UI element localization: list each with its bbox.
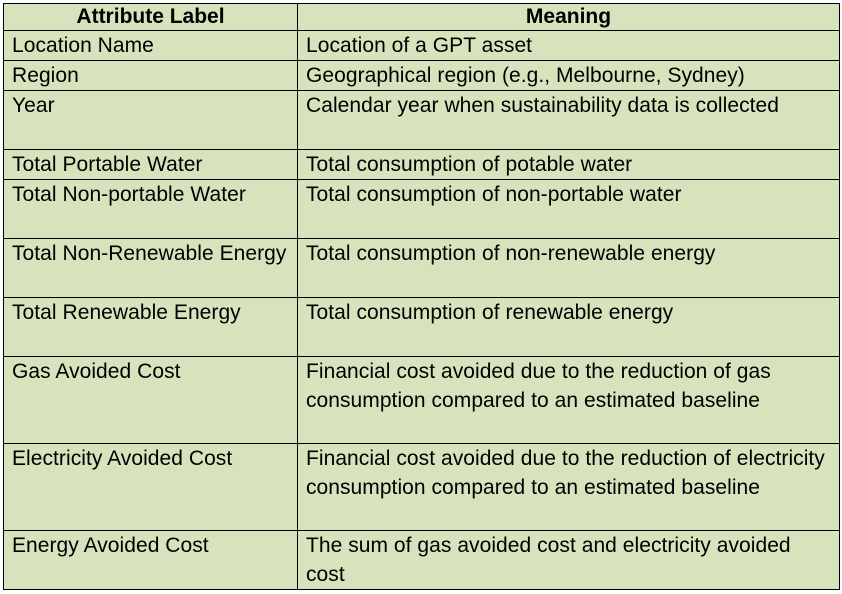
meaning-cell: Financial cost avoided due to the reduct… (297, 443, 840, 531)
attribute-label-cell: Total Portable Water (3, 149, 298, 180)
table-row: Year Calendar year when sustainability d… (3, 90, 840, 150)
table-row: Total Renewable Energy Total consumption… (3, 297, 840, 357)
table-row: Total Portable Water Total consumption o… (3, 149, 840, 180)
attribute-label-cell: Location Name (3, 30, 298, 61)
meaning-cell: Total consumption of non-portable water (297, 179, 840, 239)
table-row: Total Non-Renewable Energy Total consump… (3, 238, 840, 298)
meaning-cell: Location of a GPT asset (297, 30, 840, 61)
header-meaning: Meaning (297, 3, 840, 31)
table-row: Region Geographical region (e.g., Melbou… (3, 60, 840, 91)
meaning-cell: Total consumption of potable water (297, 149, 840, 180)
attribute-label-cell: Region (3, 60, 298, 91)
attribute-label-cell: Total Renewable Energy (3, 297, 298, 357)
table-row: Location Name Location of a GPT asset (3, 30, 840, 61)
table-row: Total Non-portable Water Total consumpti… (3, 179, 840, 239)
meaning-cell: Total consumption of renewable energy (297, 297, 840, 357)
meaning-cell: Total consumption of non-renewable energ… (297, 238, 840, 298)
attribute-label-cell: Energy Avoided Cost (3, 530, 298, 590)
table-header-row: Attribute Label Meaning (3, 3, 840, 31)
attribute-label-cell: Gas Avoided Cost (3, 356, 298, 444)
attribute-table-container: Attribute Label Meaning Location Name Lo… (3, 3, 840, 591)
table-row: Gas Avoided Cost Financial cost avoided … (3, 356, 840, 444)
attribute-label-cell: Year (3, 90, 298, 150)
meaning-cell: Geographical region (e.g., Melbourne, Sy… (297, 60, 840, 91)
header-attribute-label: Attribute Label (3, 3, 298, 31)
meaning-cell: Financial cost avoided due to the reduct… (297, 356, 840, 444)
table-row: Electricity Avoided Cost Financial cost … (3, 443, 840, 531)
attribute-label-cell: Total Non-Renewable Energy (3, 238, 298, 298)
attribute-label-cell: Total Non-portable Water (3, 179, 298, 239)
meaning-cell: Calendar year when sustainability data i… (297, 90, 840, 150)
meaning-cell: The sum of gas avoided cost and electric… (297, 530, 840, 590)
attribute-label-cell: Electricity Avoided Cost (3, 443, 298, 531)
table-row: Energy Avoided Cost The sum of gas avoid… (3, 530, 840, 590)
attribute-table: Attribute Label Meaning Location Name Lo… (3, 3, 840, 590)
